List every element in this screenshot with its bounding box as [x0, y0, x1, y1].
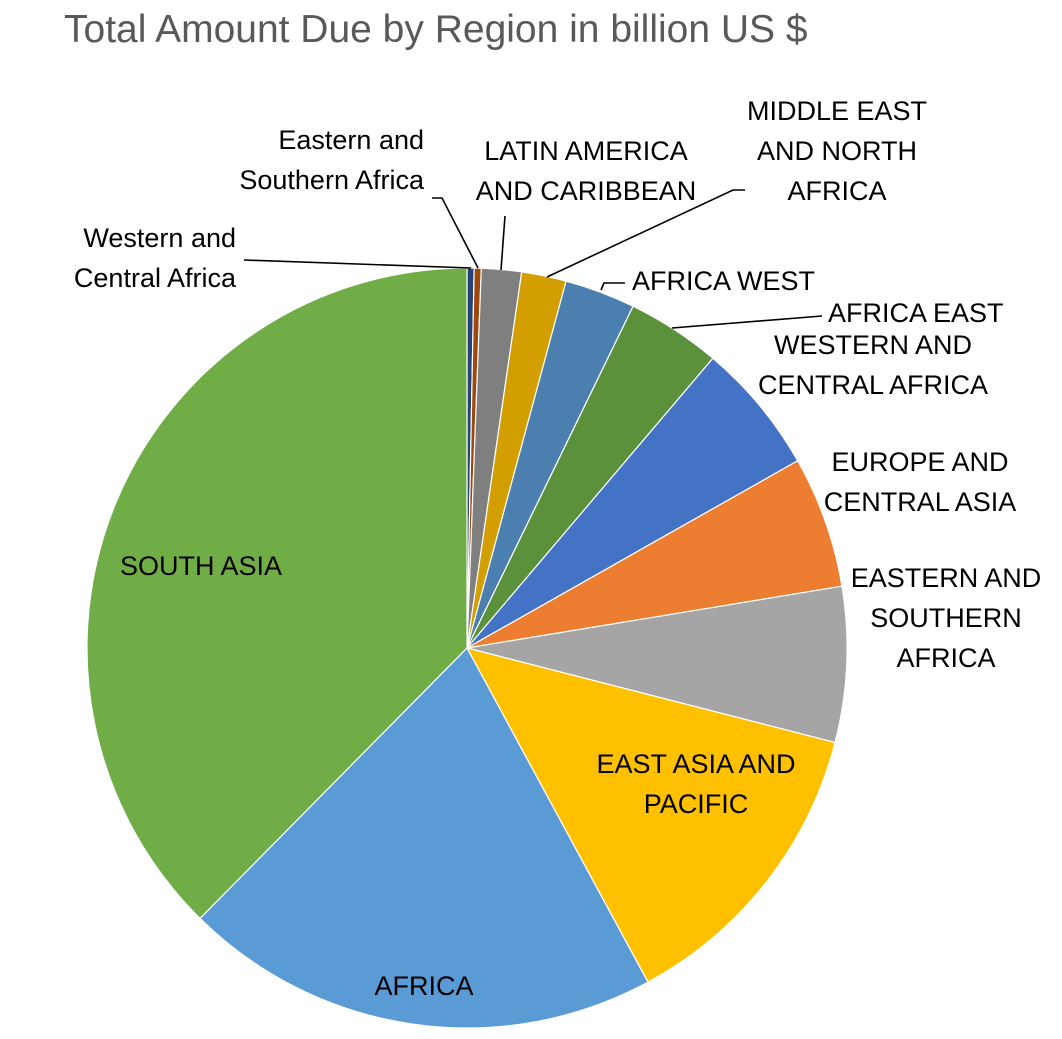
slice-label-line: AND NORTH — [757, 136, 917, 166]
slice-label-line: EAST ASIA AND — [596, 749, 795, 779]
pie-slice-western-and-central-africa — [466, 357, 799, 649]
slice-label-line: AFRICA — [787, 176, 886, 206]
slice-label-line: CENTRAL AFRICA — [758, 370, 988, 400]
slice-label: Western and Central Africa — [74, 223, 237, 293]
slice-label-line: AND CARIBBEAN — [476, 176, 697, 206]
leader-line — [671, 315, 823, 329]
leader-line — [432, 197, 479, 269]
pie-slices — [86, 267, 848, 1029]
leader-line — [600, 282, 625, 291]
slice-label-line: CENTRAL ASIA — [824, 487, 1017, 517]
slice-label-line: AFRICA — [374, 971, 473, 1001]
slice-label-line: LATIN AMERICA — [484, 136, 688, 166]
slice-label-line: MIDDLE EAST — [747, 96, 927, 126]
slice-label: WESTERN AND CENTRAL AFRICA — [758, 330, 988, 400]
leader-line — [500, 215, 506, 271]
slice-label: LATIN AMERICA AND CARIBBEAN — [476, 136, 697, 206]
slice-label: AFRICA WEST — [632, 266, 815, 296]
leader-line — [546, 189, 745, 278]
slice-label: SOUTH ASIA — [120, 551, 282, 581]
slice-label: EAST ASIA AND PACIFIC — [596, 749, 795, 819]
slice-label: AFRICA EAST — [828, 298, 1004, 328]
slice-label-line: Western and — [83, 223, 236, 253]
slice-label: AFRICA — [374, 971, 473, 1001]
slice-label-line: EASTERN AND — [851, 563, 1042, 593]
leader-lines — [243, 189, 823, 329]
slice-label-line: Southern Africa — [239, 165, 425, 195]
slice-label-line: PACIFIC — [644, 789, 749, 819]
slice-label: Eastern and Southern Africa — [239, 125, 425, 195]
slice-label: EUROPE AND CENTRAL ASIA — [824, 447, 1017, 517]
slice-label-line: AFRICA — [896, 643, 995, 673]
pie-slice-africa — [199, 647, 649, 1029]
pie-slice-eastern-and-southern-africa — [466, 585, 848, 744]
pie-slice-east-asia-and-pacific — [465, 647, 836, 983]
leader-line — [243, 259, 472, 269]
slice-label-line: SOUTH ASIA — [120, 551, 282, 581]
slice-label-line: SOUTHERN — [870, 603, 1022, 633]
chart-title: Total Amount Due by Region in billion US… — [64, 8, 808, 51]
slice-label-line: Eastern and — [278, 125, 424, 155]
slice-label-line: EUROPE AND — [831, 447, 1008, 477]
slice-label: MIDDLE EAST AND NORTH AFRICA — [747, 96, 927, 206]
pie-slice-south-asia — [86, 267, 468, 920]
slice-label-line: AFRICA EAST — [828, 298, 1004, 328]
slice-label-line: AFRICA WEST — [632, 266, 815, 296]
slice-label-line: WESTERN AND — [774, 330, 972, 360]
slice-label: EASTERN AND SOUTHERN AFRICA — [851, 563, 1042, 673]
slice-labels: Western and Central Africa Eastern and Sout… — [74, 96, 1041, 1001]
slice-label-line: Central Africa — [74, 263, 237, 293]
